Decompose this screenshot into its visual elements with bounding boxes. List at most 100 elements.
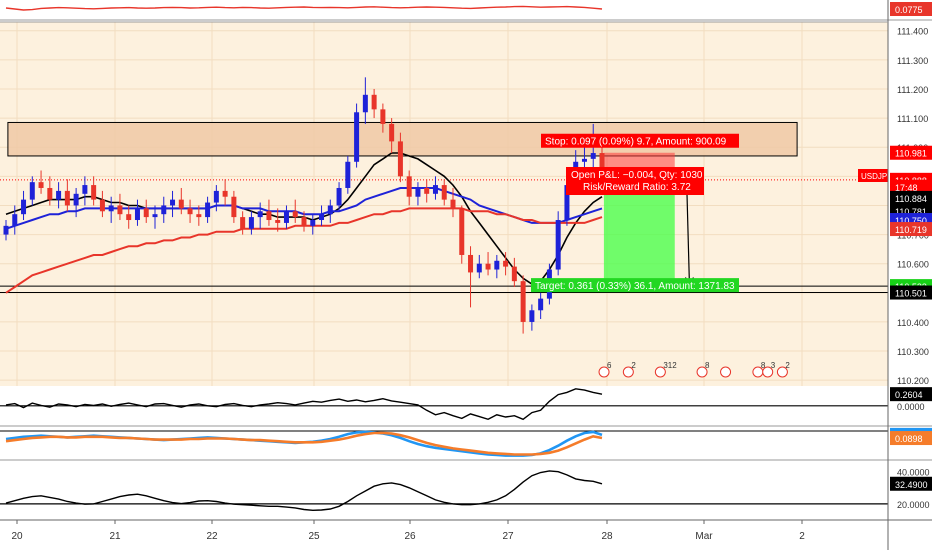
price-axis-background	[888, 0, 932, 550]
candle-body	[3, 225, 9, 235]
price-badge: 110.501	[895, 289, 927, 299]
candle-body	[29, 182, 35, 200]
candle-body	[590, 153, 596, 159]
candle-body	[555, 220, 561, 270]
price-badge: 110.719	[895, 225, 927, 235]
price-badge-background	[890, 190, 932, 205]
price-badge-background	[890, 179, 932, 194]
candle-body	[468, 254, 474, 273]
candle-body	[450, 199, 456, 209]
event-marker-label: 2	[631, 361, 636, 370]
candle-body	[73, 193, 79, 206]
price-badge-background	[890, 222, 932, 237]
candle-body	[108, 205, 114, 212]
candle-body	[476, 263, 482, 273]
candle-body	[371, 94, 377, 110]
candle-body	[161, 205, 167, 215]
candle-body	[441, 185, 447, 200]
event-marker-label: 2	[785, 361, 790, 370]
candle-body	[494, 260, 500, 270]
candle-body	[266, 211, 272, 221]
price-tick-label: 111.100	[897, 114, 928, 124]
candle-body	[82, 185, 88, 194]
candle-body	[345, 161, 351, 188]
stop-label-background	[541, 133, 739, 148]
indicator-badge: 0.0775	[895, 5, 923, 15]
candle-body	[599, 153, 605, 168]
pnl-label-background	[566, 166, 704, 195]
candle-body	[257, 211, 263, 218]
indicator-badge-background	[890, 2, 932, 16]
price-tick-label: 110.300	[897, 347, 929, 357]
indicator-tick-label: 20.0000	[897, 500, 930, 510]
indicator-badge-background	[890, 387, 932, 402]
target-label-group: Target: 0.361 (0.33%) 36.1, Amount: 1371…	[531, 278, 739, 293]
target-label-background	[531, 278, 739, 293]
candle-body	[12, 214, 18, 226]
candle-body	[459, 208, 465, 255]
event-marker-icon	[654, 366, 666, 378]
event-marker-label: 3	[771, 361, 776, 370]
time-tick-label: 20	[11, 531, 23, 542]
time-tick-label: 25	[308, 531, 320, 542]
price-tick-label: 110.200	[897, 376, 929, 386]
indicator-line	[5, 470, 603, 512]
candle-body	[301, 217, 307, 226]
candle-body	[283, 211, 289, 223]
event-marker-icon	[598, 366, 610, 378]
price-tick-label: 110.600	[897, 260, 929, 270]
symbol-badge-background	[858, 169, 888, 182]
pnl-label: Open P&L: −0.004, Qty: 1030	[571, 170, 703, 181]
indicator-badge-group: 0.2604	[890, 387, 932, 402]
time-tick-label: 26	[404, 531, 416, 542]
candle-body	[56, 190, 62, 200]
candle-body	[389, 123, 395, 142]
candle-body	[126, 214, 132, 221]
price-badge-group: 110.719	[890, 222, 932, 237]
time-tick-label: 2	[799, 531, 805, 542]
price-badge-group: USDJPY	[858, 169, 893, 182]
event-marker-icon	[762, 366, 774, 378]
indicator-tick-label: 0.0000	[897, 402, 925, 412]
indicator-badge-background	[890, 476, 932, 491]
candle-body	[99, 199, 105, 212]
indicator-badge: 0.0898	[895, 434, 923, 444]
event-marker-label: 8	[705, 361, 710, 370]
candle-body	[520, 281, 526, 322]
price-badge: 110.750	[895, 216, 927, 226]
candle-body	[354, 112, 360, 162]
indicator-line	[5, 431, 603, 456]
candle-body	[581, 158, 587, 162]
candle-body	[538, 298, 544, 311]
candle-body	[362, 94, 368, 113]
candle-body	[380, 109, 386, 124]
time-tick-label: 22	[206, 531, 218, 542]
candle-body	[205, 202, 211, 218]
indicator-badge-group: 0.0775	[890, 2, 932, 16]
price-tick-label: 111.400	[897, 27, 928, 37]
event-marker-label: 6	[607, 361, 612, 370]
price-badge-background	[890, 145, 932, 160]
candle-body	[47, 187, 53, 200]
symbol-badge: USDJPY	[861, 172, 893, 181]
candle-body	[319, 214, 325, 221]
price-tick-label: 111.200	[897, 85, 928, 95]
candle-body	[310, 220, 316, 226]
price-badge: 110.884	[895, 194, 927, 204]
candle-body	[187, 208, 193, 215]
candle-body	[178, 199, 184, 209]
candle-body	[248, 217, 254, 229]
indicator-badge: 32.4900	[895, 480, 928, 490]
event-marker-icon	[696, 366, 708, 378]
candle-body	[336, 187, 342, 206]
candle-body	[564, 185, 570, 221]
event-marker-icon	[776, 366, 788, 378]
price-badge: 110.781	[895, 207, 927, 217]
candle-body	[152, 214, 158, 218]
candle-body	[64, 190, 70, 206]
price-badge-background	[890, 285, 932, 300]
price-tick-label: 110.400	[897, 318, 929, 328]
